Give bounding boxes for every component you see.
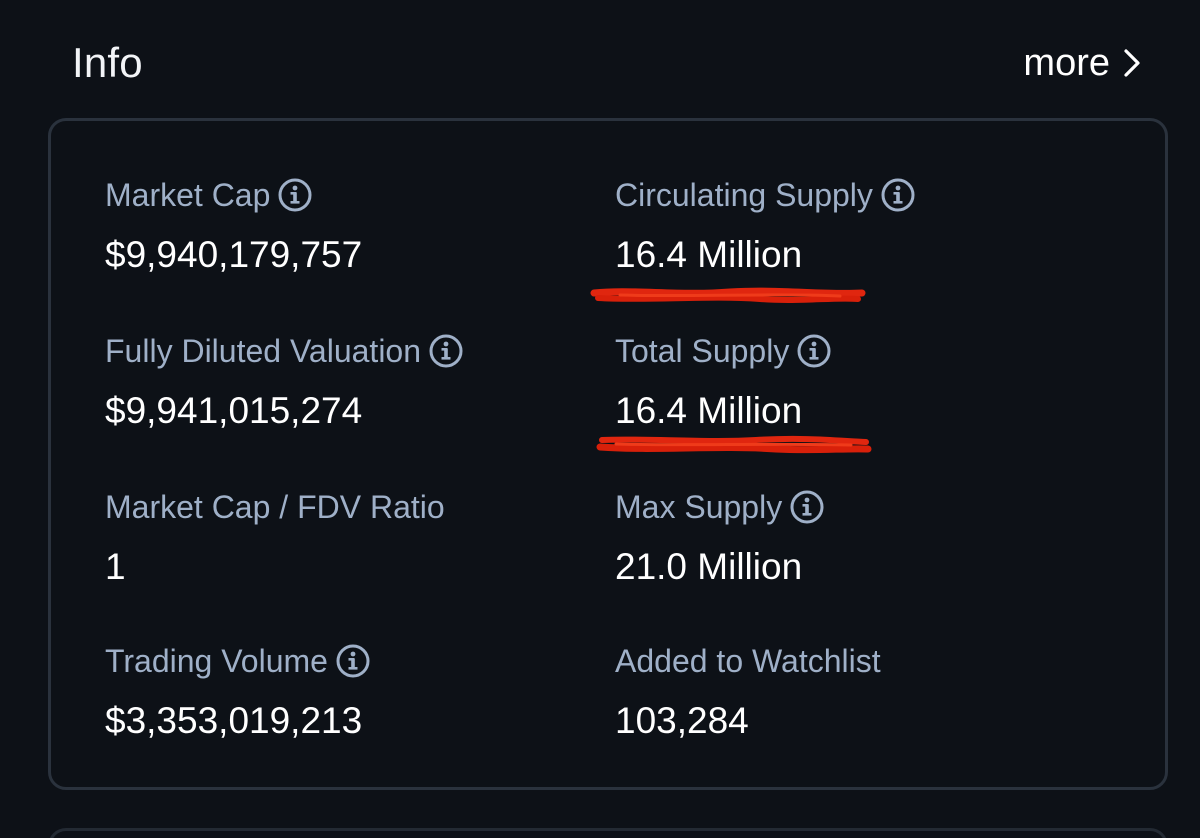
circulating-supply-value: 16.4 Million xyxy=(615,234,803,275)
trading-volume-label: Trading Volume xyxy=(105,643,328,679)
total-supply-label-row: Total Supply xyxy=(615,331,1075,371)
mcap-fdv-ratio-value: 1 xyxy=(105,546,126,587)
trading-volume-stat: Trading Volume $3,353,019,213 xyxy=(105,641,565,743)
mcap-fdv-ratio-stat: Market Cap / FDV Ratio 1 xyxy=(105,487,565,589)
circulating-supply-label-row: Circulating Supply xyxy=(615,175,1075,215)
info-icon[interactable] xyxy=(429,334,463,368)
fdv-stat: Fully Diluted Valuation $9,941,015,274 xyxy=(105,331,565,433)
circulating-supply-label: Circulating Supply xyxy=(615,177,873,213)
fdv-value: $9,941,015,274 xyxy=(105,390,363,431)
more-label: more xyxy=(1023,42,1110,84)
page-title: Info xyxy=(72,39,143,86)
max-supply-stat: Max Supply 21.0 Million xyxy=(615,487,1075,589)
mcap-fdv-ratio-label: Market Cap / FDV Ratio xyxy=(105,489,445,525)
mcap-fdv-ratio-label-row: Market Cap / FDV Ratio xyxy=(105,487,565,527)
market-cap-label: Market Cap xyxy=(105,177,271,213)
market-cap-stat: Market Cap $9,940,179,757 xyxy=(105,175,565,277)
watchlist-stat: Added to Watchlist 103,284 xyxy=(615,641,1075,743)
info-card: Market Cap $9,940,179,757 Circulating Su… xyxy=(48,118,1168,790)
info-header: Info more xyxy=(0,0,1200,118)
total-supply-stat: Total Supply 16.4 Million xyxy=(615,331,1075,433)
fdv-label: Fully Diluted Valuation xyxy=(105,333,422,369)
red-underline-circulating xyxy=(590,287,866,303)
max-supply-label: Max Supply xyxy=(615,489,783,525)
total-supply-label: Total Supply xyxy=(615,333,790,369)
fdv-label-row: Fully Diluted Valuation xyxy=(105,331,565,371)
info-icon[interactable] xyxy=(336,644,370,678)
total-supply-value: 16.4 Million xyxy=(615,390,803,431)
info-icon[interactable] xyxy=(790,490,824,524)
watchlist-label: Added to Watchlist xyxy=(615,643,881,679)
red-underline-total xyxy=(596,435,872,454)
next-card-edge xyxy=(48,828,1168,838)
info-icon[interactable] xyxy=(881,178,915,212)
more-link[interactable]: more xyxy=(1023,40,1142,86)
watchlist-label-row: Added to Watchlist xyxy=(615,641,1075,681)
watchlist-value: 103,284 xyxy=(615,700,749,741)
max-supply-label-row: Max Supply xyxy=(615,487,1075,527)
market-cap-value: $9,940,179,757 xyxy=(105,234,363,275)
max-supply-value: 21.0 Million xyxy=(615,546,803,587)
info-icon[interactable] xyxy=(797,334,831,368)
trading-volume-label-row: Trading Volume xyxy=(105,641,565,681)
circulating-supply-stat: Circulating Supply 16.4 Million xyxy=(615,175,1075,277)
info-icon[interactable] xyxy=(278,178,312,212)
trading-volume-value: $3,353,019,213 xyxy=(105,700,363,741)
chevron-right-icon xyxy=(1124,49,1140,77)
market-cap-label-row: Market Cap xyxy=(105,175,565,215)
